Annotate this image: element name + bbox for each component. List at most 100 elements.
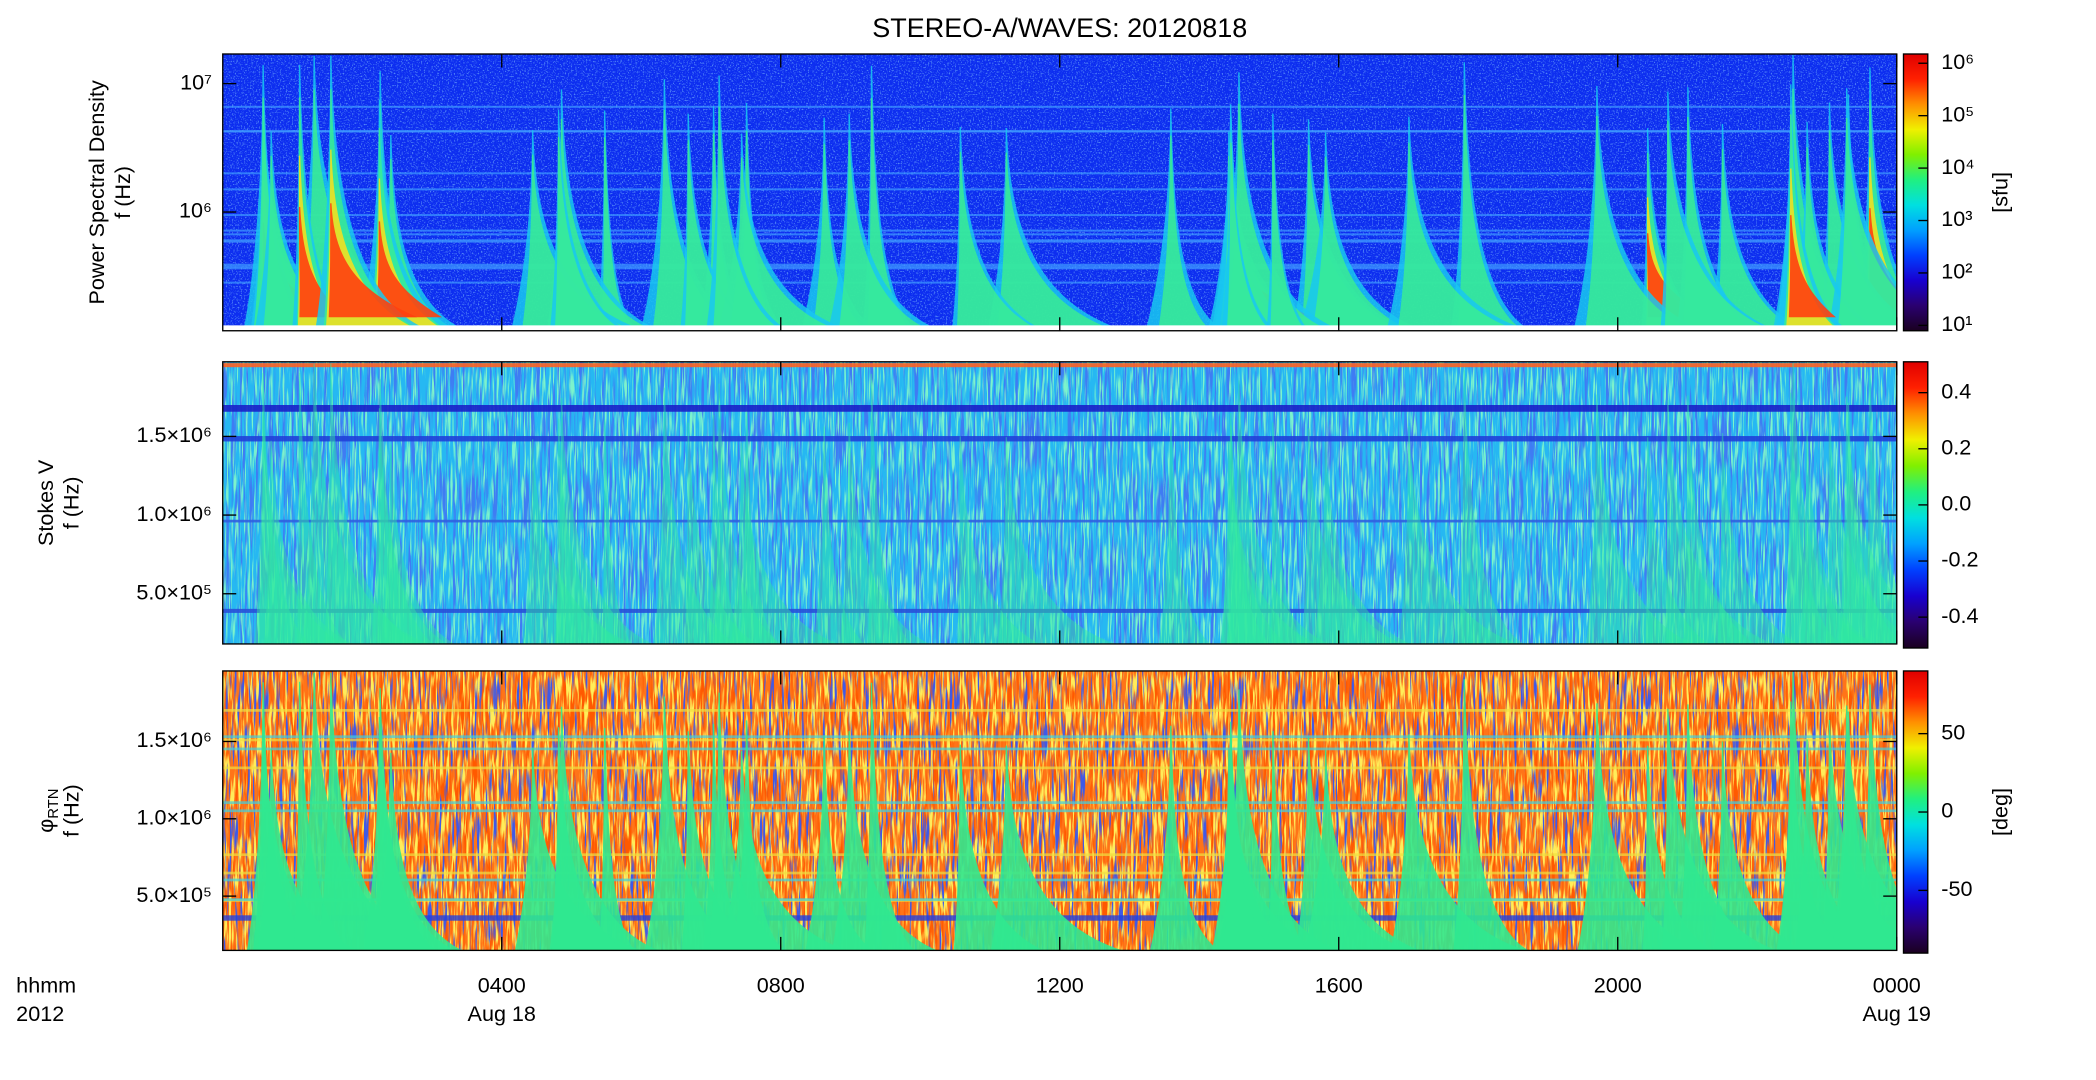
texture-burst: [1270, 140, 1306, 331]
texture-burst: [328, 203, 418, 318]
texture-burst: [1226, 103, 1331, 331]
texture-burst: [376, 221, 442, 318]
texture-line: [222, 240, 1897, 243]
texture-burst: [1646, 233, 1708, 318]
texture-burst: [1390, 734, 1527, 951]
colorbar-tick-label: 10¹: [1941, 311, 1972, 336]
texture-burst: [713, 383, 782, 644]
texture-burst: [1458, 370, 1524, 644]
x-tick-label: 1200: [1036, 973, 1084, 998]
texture-noise: [222, 361, 1897, 644]
texture-line: [222, 265, 1897, 268]
colorbar-tick-label: -0.4: [1941, 603, 1978, 628]
texture-burst: [522, 439, 634, 644]
texture-burst: [997, 152, 1117, 331]
texture-burst: [302, 363, 431, 644]
texture-line: [222, 766, 1897, 770]
texture-burst: [730, 442, 839, 644]
x-tick-label: 1600: [1315, 973, 1363, 998]
texture-burst: [707, 415, 749, 644]
texture-burst: [1717, 149, 1800, 331]
texture-line: [222, 188, 1897, 191]
texture-burst: [1841, 402, 1897, 644]
texture-burst: [257, 749, 359, 951]
texture-burst: [956, 151, 1041, 331]
texture-burst: [296, 372, 349, 644]
texture-line: [222, 172, 1897, 175]
texture-burst: [1158, 135, 1212, 331]
texture-burst: [323, 363, 422, 644]
texture-burst: [1831, 705, 1897, 951]
texture-burst: [602, 419, 632, 644]
colorbar-tick-label: -0.2: [1941, 547, 1978, 572]
texture-burst: [681, 731, 761, 951]
texture-burst: [739, 411, 778, 644]
colorbar-tick-label: 10²: [1941, 259, 1972, 284]
spectrogram-texture: [222, 54, 1897, 331]
texture-burst: [555, 418, 623, 644]
texture-burst: [1713, 741, 1804, 951]
texture-burst: [1397, 142, 1520, 331]
y-tick-label: 1.5×10⁶: [136, 727, 211, 752]
texture-burst: [254, 373, 311, 644]
x-tick-label: 2000: [1594, 973, 1642, 998]
colorbar: [1902, 53, 1929, 332]
texture-burst: [805, 735, 874, 951]
y-axis-label-sub: RTN: [46, 789, 62, 819]
spectrogram-texture: [222, 361, 1897, 644]
texture-burst: [644, 696, 747, 951]
texture-burst: [555, 397, 654, 644]
y-axis-label: φRTN: [33, 789, 62, 833]
texture-line: [222, 281, 1897, 284]
texture-line: [222, 519, 1897, 523]
texture-burst: [1453, 679, 1529, 951]
texture-burst: [263, 440, 353, 644]
texture-burst: [997, 437, 1116, 644]
texture-burst: [1217, 689, 1339, 951]
y-tick-label: 1.0×10⁶: [136, 804, 211, 829]
texture-burst: [722, 751, 848, 951]
texture-burst: [293, 681, 353, 951]
texture-line: [222, 871, 1897, 875]
colorbar-tick-label: 0.4: [1941, 378, 1971, 403]
texture-burst: [1313, 441, 1411, 644]
texture-burst: [1683, 395, 1756, 644]
x-tick-label: 0000: [1873, 973, 1921, 998]
texture-burst: [522, 154, 635, 331]
texture-burst: [838, 140, 931, 331]
texture-burst: [380, 444, 455, 644]
texture-burst: [729, 157, 840, 331]
texture-burst: [257, 411, 345, 644]
texture-line: [222, 853, 1897, 857]
texture-burst: [1457, 95, 1524, 331]
texture-burst: [370, 408, 448, 644]
texture-line: [222, 436, 1897, 442]
texture-line: [222, 263, 1897, 266]
texture-burst: [377, 379, 434, 644]
texture-burst: [1577, 703, 1703, 951]
texture-burst: [653, 387, 738, 644]
texture-burst: [1220, 413, 1289, 644]
texture-line: [222, 738, 1897, 742]
texture-burst: [1226, 142, 1271, 331]
x-axis-label: 2012: [16, 1001, 64, 1026]
texture-burst: [1268, 731, 1308, 951]
texture-burst: [684, 140, 758, 331]
texture-burst: [1665, 400, 1774, 644]
colorbar-tick-label: 0.2: [1941, 434, 1971, 459]
texture-burst: [1664, 120, 1775, 331]
texture-burst: [1800, 431, 1874, 644]
texture-burst: [1717, 433, 1800, 644]
colorbar-tick-label: 50: [1941, 719, 1965, 744]
texture-burst: [1799, 147, 1874, 331]
texture-burst: [812, 143, 866, 331]
texture-line: [222, 809, 1897, 813]
texture-burst: [1645, 437, 1710, 644]
x-date-label: Aug 18: [468, 1001, 536, 1026]
texture-line: [222, 239, 1897, 242]
x-tick-label: 0800: [757, 973, 805, 998]
colorbar-label: [deg]: [1988, 788, 2013, 836]
colorbar-tick-label: 0: [1941, 798, 1953, 823]
spectrogram-texture: [222, 670, 1897, 951]
